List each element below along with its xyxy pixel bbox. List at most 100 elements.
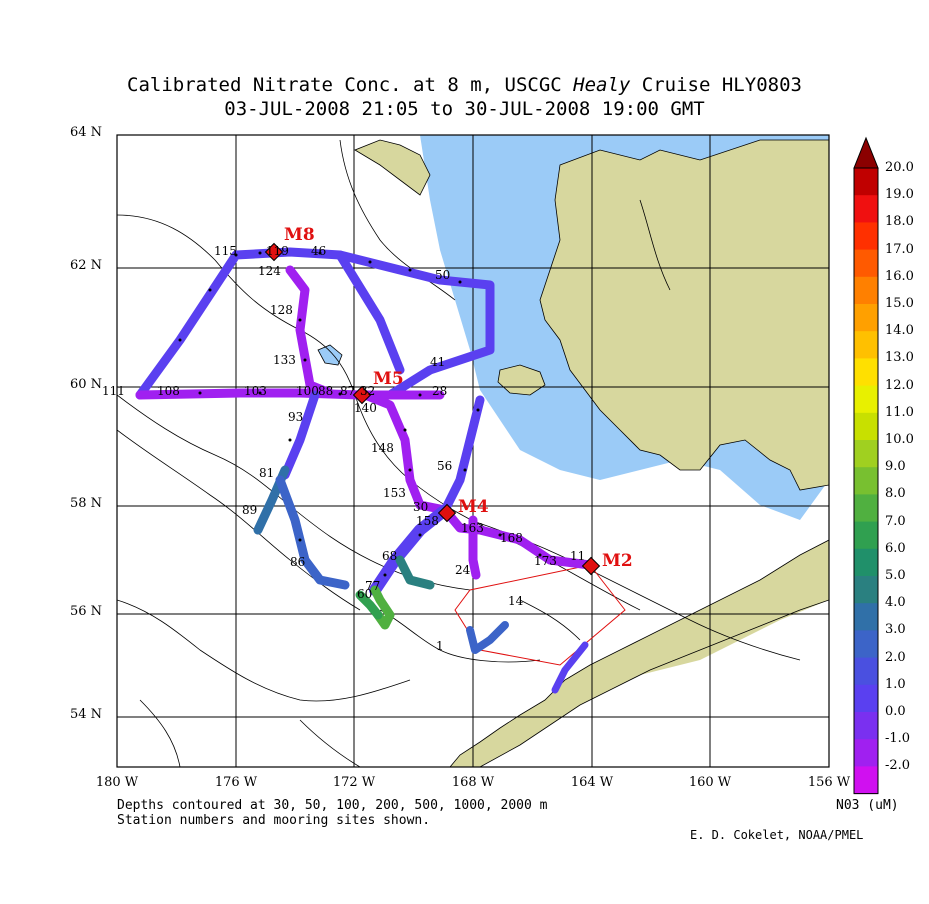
colorbar-swatch [854, 222, 878, 251]
colorbar-swatch [854, 739, 878, 767]
colorbar-tick-label: 11.0 [885, 404, 914, 420]
station-label: 11 [570, 549, 585, 563]
colorbar-swatch [854, 331, 878, 359]
colorbar-tick-label: -2.0 [885, 758, 911, 774]
colorbar-swatch [854, 276, 878, 305]
colorbar-swatch [854, 304, 878, 332]
lon-label: 176 W [214, 775, 258, 790]
lat-label: 60 N [70, 377, 103, 392]
mooring-label: M2 [602, 551, 633, 571]
colorbar-tick-label: 8.0 [885, 486, 906, 502]
station-label: 77 [365, 579, 380, 593]
station-note: Station numbers and mooring sites shown. [117, 813, 431, 828]
colorbar-tick-label: 15.0 [885, 296, 914, 311]
colorbar-frame [853, 167, 879, 795]
colorbar-swatch [854, 385, 878, 414]
lat-label: 62 N [70, 258, 103, 273]
station-label: 108 [157, 384, 180, 398]
mooring-marker-m4 [437, 503, 457, 523]
colorbar-swatch [854, 766, 878, 795]
colorbar-tick-label: 16.0 [885, 268, 914, 284]
chukotka-land [354, 139, 431, 196]
colorbar-tick-label: -1.0 [885, 731, 911, 747]
colorbar-swatch [854, 168, 878, 196]
station-label: 32 [360, 384, 375, 398]
colorbar-tick-label: 1.0 [885, 676, 906, 692]
station-label: 111 [102, 384, 125, 398]
station-label: 1 [436, 639, 444, 653]
lat-label: 58 N [70, 496, 103, 511]
station-label: 163 [461, 521, 484, 535]
station-label: 115 [214, 244, 237, 258]
colorbar-tick-label: 18.0 [885, 214, 914, 230]
colorbar-tick-label: 7.0 [885, 513, 906, 529]
colorbar-swatch [854, 630, 878, 659]
lat-label: 56 N [70, 604, 103, 619]
credit: E. D. Cokelet, NOAA/PMEL [690, 828, 864, 842]
grid [117, 135, 829, 767]
colorbar-tick-label: 10.0 [885, 432, 914, 447]
station-label: 128 [270, 303, 293, 317]
station-label: 100 [296, 384, 319, 398]
station-label: 89 [242, 503, 257, 517]
colorbar-tick-label: 2.0 [885, 649, 906, 665]
station-label: 50 [435, 268, 450, 282]
station-label: 60 [357, 587, 372, 601]
station-label: 87 [340, 384, 355, 398]
colorbar-tick-label: 5.0 [885, 568, 906, 583]
colorbar-swatch [854, 712, 878, 740]
colorbar [853, 136, 879, 795]
mooring-label: M4 [458, 497, 489, 517]
station-label: 93 [288, 410, 303, 424]
station-label: 14 [508, 594, 524, 608]
chart-title-line2: 03-JUL-2008 21:05 to 30-JUL-2008 19:00 G… [224, 98, 705, 120]
alaska-peninsula [449, 539, 829, 767]
colorbar-swatch [854, 521, 878, 550]
station-label: 103 [244, 384, 267, 398]
station-label: 140 [354, 401, 377, 415]
colorbar-swatch [854, 548, 878, 577]
station-label: 30 [413, 500, 428, 514]
station-label: 41 [430, 355, 445, 369]
colorbar-units: N03 (uM) [836, 798, 899, 813]
colorbar-swatch [854, 576, 878, 604]
colorbar-tick-label: 6.0 [885, 540, 906, 556]
plot-frame [116, 134, 830, 768]
colorbar-swatch [854, 657, 878, 686]
lon-label: 160 W [688, 775, 732, 790]
colorbar-tick-label: 17.0 [885, 241, 914, 257]
station-label: 133 [273, 353, 296, 367]
mooring-marker-m2 [581, 556, 601, 576]
lon-label: 168 W [451, 775, 495, 790]
lon-label: 164 W [570, 775, 614, 790]
colorbar-tick-label: 19.0 [885, 187, 914, 203]
colorbar-swatch [854, 412, 878, 441]
station-label: 168 [500, 531, 523, 545]
depth-note: Depths contoured at 30, 50, 100, 200, 50… [117, 798, 548, 813]
station-label: 56 [437, 459, 452, 473]
station-label: 173 [534, 554, 557, 568]
station-label: 148 [371, 441, 394, 455]
colorbar-swatch [854, 358, 878, 387]
station-label: 88 [318, 384, 333, 398]
alaska-land-main [539, 139, 829, 491]
station-label: 158 [416, 514, 439, 528]
lat-label: 54 N [70, 707, 103, 722]
colorbar-swatch [854, 684, 878, 713]
station-label: 153 [383, 486, 406, 500]
colorbar-swatch [854, 249, 878, 278]
colorbar-swatch [854, 603, 878, 631]
station-dots [178, 251, 542, 577]
colorbar-tick-label: 4.0 [885, 595, 906, 611]
station-label: 68 [382, 549, 397, 563]
station-labels: 115 119 46 124 50 128 41 133 111 108 103… [102, 244, 585, 653]
station-label: 124 [258, 264, 281, 278]
mooring-label: M5 [373, 369, 404, 389]
station-label: 119 [266, 244, 289, 258]
lat-label: 64 N [70, 125, 103, 140]
mooring-markers [264, 242, 601, 576]
chart-title-line1: Calibrated Nitrate Conc. at 8 m, USCGC H… [127, 74, 802, 96]
colorbar-tick-label: 20.0 [885, 160, 914, 175]
colorbar-tick-label: 9.0 [885, 459, 906, 475]
